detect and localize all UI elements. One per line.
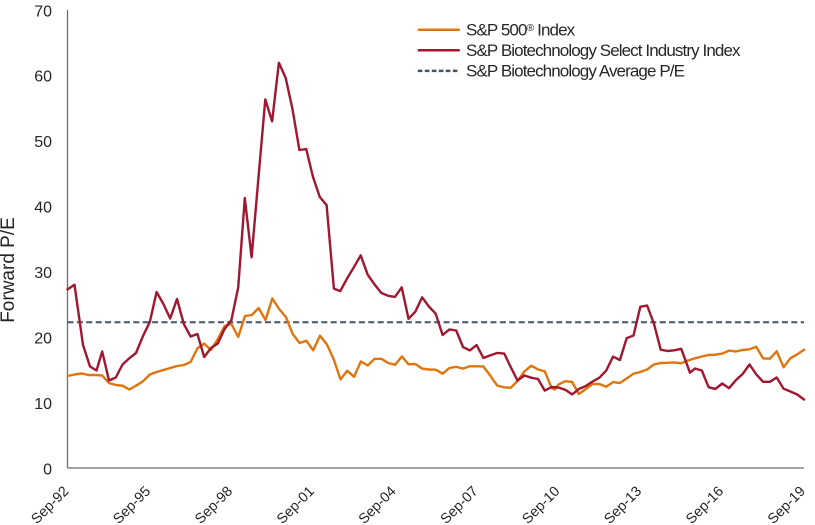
svg-text:30: 30: [34, 265, 52, 282]
svg-text:S&P 500® Index: S&P 500® Index: [466, 21, 576, 40]
svg-text:0: 0: [43, 461, 52, 478]
svg-text:50: 50: [34, 134, 52, 151]
svg-text:40: 40: [34, 200, 52, 217]
svg-text:Forward P/E: Forward P/E: [0, 217, 19, 323]
svg-text:S&P Biotechnology Average P/E: S&P Biotechnology Average P/E: [466, 62, 685, 81]
svg-text:20: 20: [34, 330, 52, 347]
svg-text:10: 10: [34, 396, 52, 413]
svg-text:S&P Biotechnology Select Indus: S&P Biotechnology Select Industry Index: [466, 41, 741, 60]
svg-text:60: 60: [34, 69, 52, 86]
svg-text:70: 70: [34, 3, 52, 20]
